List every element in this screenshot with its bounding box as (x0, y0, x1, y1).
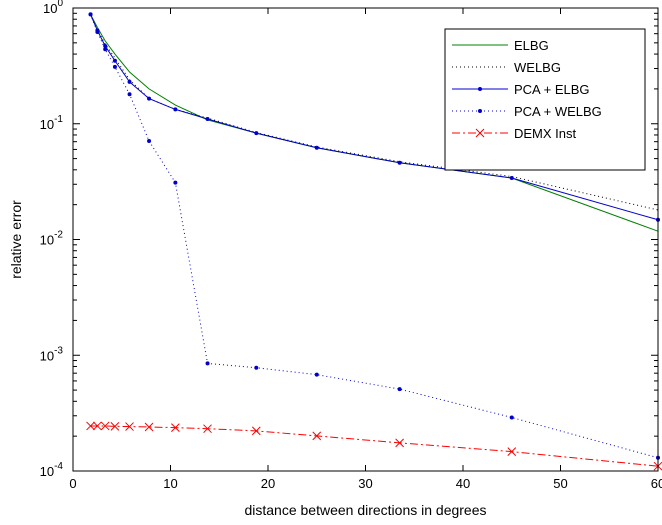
legend-swatch-marker (475, 128, 485, 138)
data-point (205, 116, 210, 121)
x-tick-label: 0 (69, 476, 76, 491)
x-tick-label: 20 (261, 476, 275, 491)
y-tick-base: 10 (43, 1, 57, 16)
data-point (110, 422, 120, 431)
legend-item: WELBG (452, 60, 561, 75)
data-point (127, 92, 132, 97)
legend-item: PCA + WELBG (452, 104, 602, 119)
data-point (205, 361, 210, 366)
data-point (254, 131, 259, 136)
data-point (173, 180, 178, 185)
y-tick-exponent: -1 (54, 114, 63, 125)
series-line (90, 14, 659, 211)
y-tick-label: 10-2 (40, 230, 64, 248)
data-point (397, 387, 402, 392)
data-point (95, 30, 100, 35)
legend-label: DEMX Inst (514, 126, 577, 141)
data-point (507, 447, 517, 456)
data-point (127, 79, 132, 84)
series-pca-welbg (88, 12, 660, 460)
legend-item: DEMX Inst (452, 126, 577, 141)
legend-label: WELBG (514, 60, 561, 75)
data-point (86, 421, 95, 431)
data-point (254, 365, 259, 370)
data-point (147, 96, 152, 101)
legend-label: PCA + ELBG (514, 82, 590, 97)
data-point (314, 145, 319, 150)
legend-item: ELBG (452, 38, 549, 53)
y-axis-label: relative error (8, 200, 24, 279)
series-layer (86, 12, 662, 471)
series-demx-inst (86, 421, 662, 471)
data-point (93, 421, 102, 431)
data-point (203, 424, 212, 434)
data-point (103, 43, 108, 48)
data-point (397, 160, 402, 165)
data-point (173, 107, 178, 112)
data-point (103, 47, 108, 52)
data-point (144, 422, 154, 432)
legend-label: PCA + WELBG (514, 104, 602, 119)
x-tick-label: 50 (553, 476, 567, 491)
data-point (509, 415, 514, 420)
legend-label: ELBG (514, 38, 549, 53)
y-tick-exponent: -3 (54, 345, 63, 356)
data-point (509, 175, 514, 180)
y-tick-label: 10-4 (40, 461, 64, 479)
data-point (112, 64, 117, 69)
x-axis-label: distance between directions in degrees (244, 502, 486, 518)
data-point (314, 372, 319, 377)
x-tick-label: 10 (163, 476, 177, 491)
y-tick-exponent: -4 (54, 461, 63, 472)
x-tick-label: 40 (456, 476, 470, 491)
legend-box (444, 28, 646, 171)
data-point (147, 138, 152, 143)
data-point (251, 426, 261, 436)
y-tick-label: 100 (43, 0, 63, 16)
x-tick-label: 30 (358, 476, 372, 491)
legend: ELBG WELBG PCA + ELBG PCA + WELBG DEMX Inst (444, 28, 646, 171)
series-pca-elbg (88, 12, 660, 222)
legend-swatch-marker (478, 87, 482, 91)
data-point (88, 12, 93, 17)
y-tick-base: 10 (40, 117, 54, 132)
y-tick-label: 10-3 (40, 345, 64, 363)
data-point (171, 423, 180, 432)
y-tick-label: 10-1 (40, 114, 64, 132)
data-point (125, 422, 134, 431)
data-point (312, 431, 322, 441)
data-point (100, 421, 110, 431)
y-tick-base: 10 (40, 348, 54, 363)
y-tick-exponent: 0 (57, 0, 63, 9)
y-tick-base: 10 (40, 233, 54, 248)
series-welbg (90, 14, 659, 211)
data-point (112, 58, 117, 63)
y-tick-base: 10 (40, 464, 54, 479)
x-tick-label: 60 (651, 476, 662, 491)
y-tick-exponent: -2 (54, 230, 63, 241)
legend-item: PCA + ELBG (452, 82, 590, 97)
legend-swatch-marker (478, 109, 482, 113)
data-point (395, 438, 404, 448)
